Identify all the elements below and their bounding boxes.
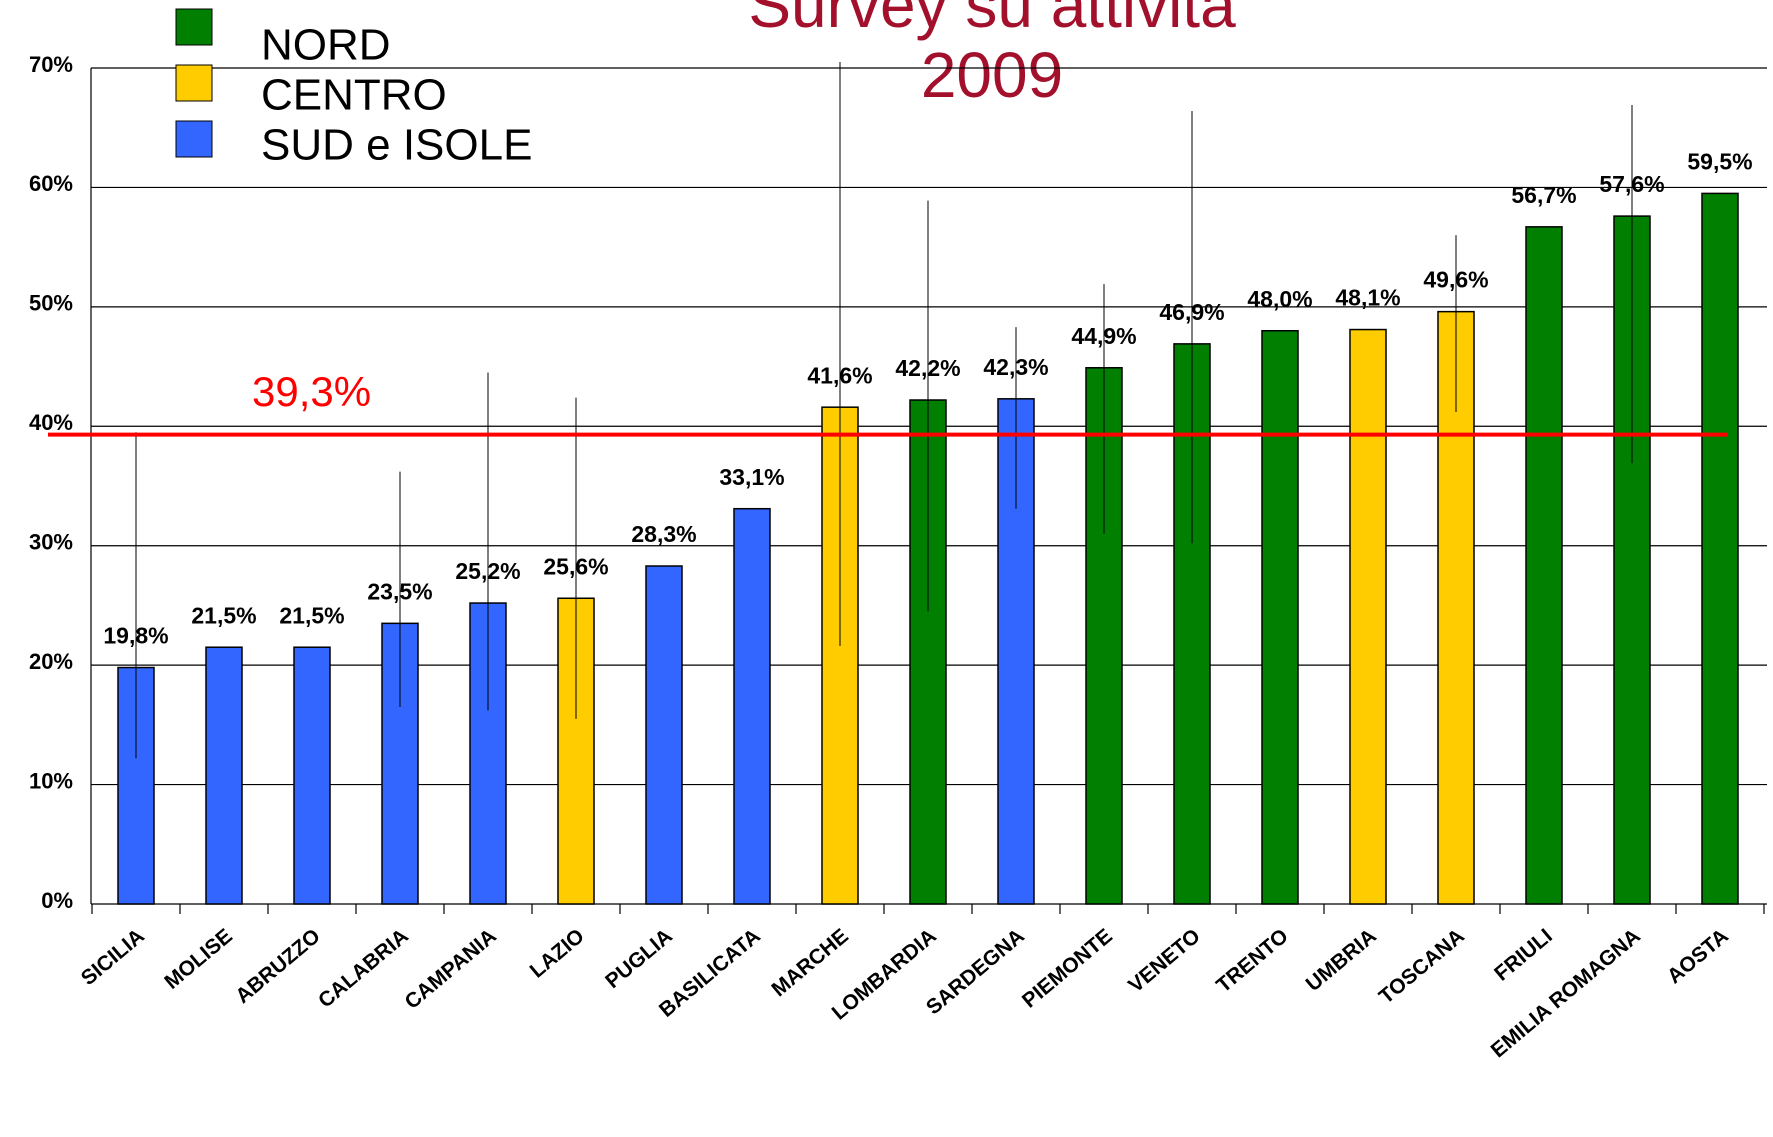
x-tick-label: AOSTA xyxy=(1663,924,1733,988)
chart-title: 2009 xyxy=(921,39,1063,111)
value-label: 23,5% xyxy=(367,578,432,604)
value-label: 46,9% xyxy=(1159,299,1224,325)
y-tick-label: 50% xyxy=(29,291,73,316)
value-label: 57,6% xyxy=(1599,171,1664,197)
x-tick-label: LAZIO xyxy=(526,924,589,982)
x-tick-label: VENETO xyxy=(1124,924,1205,997)
x-tick-label: FRIULI xyxy=(1490,924,1557,985)
value-label: 33,1% xyxy=(719,464,784,490)
y-tick-label: 20% xyxy=(29,649,73,674)
bar xyxy=(733,507,771,905)
x-tick-label: PUGLIA xyxy=(601,924,677,993)
bar xyxy=(205,646,243,905)
y-tick-label: 70% xyxy=(29,52,73,77)
y-tick-label: 60% xyxy=(29,171,73,196)
value-label: 48,1% xyxy=(1335,285,1400,311)
value-label: 25,2% xyxy=(455,558,520,584)
chart-title: Survey su attività xyxy=(748,0,1236,41)
x-tick-label: CAMPANIA xyxy=(400,924,500,1013)
value-label: 49,6% xyxy=(1423,267,1488,293)
y-tick-label: 40% xyxy=(29,410,73,435)
x-tick-label: UMBRIA xyxy=(1302,924,1381,996)
average-label: 39,3% xyxy=(252,368,371,415)
value-label: 56,7% xyxy=(1511,182,1576,208)
value-label: 59,5% xyxy=(1687,148,1752,174)
value-label: 21,5% xyxy=(191,602,256,628)
legend-swatch xyxy=(175,120,213,158)
value-label: 42,3% xyxy=(983,354,1048,380)
x-tick-label: PIEMONTE xyxy=(1018,924,1117,1012)
value-label: 48,0% xyxy=(1247,286,1312,312)
y-tick-label: 0% xyxy=(41,888,73,913)
bar xyxy=(1701,192,1739,905)
x-tick-label: TRENTO xyxy=(1212,924,1293,997)
legend-label: CENTRO xyxy=(261,71,447,120)
value-label: 21,5% xyxy=(279,602,344,628)
value-label: 44,9% xyxy=(1071,323,1136,349)
x-tick-label: SICILIA xyxy=(77,924,149,990)
bar xyxy=(1261,329,1299,905)
x-tick-label: SARDEGNA xyxy=(922,924,1029,1019)
value-label: 19,8% xyxy=(103,623,168,649)
x-tick-label: MOLISE xyxy=(160,924,236,993)
value-label: 28,3% xyxy=(631,521,696,547)
x-tick-label: EMILIA ROMAGNA xyxy=(1487,924,1645,1062)
x-tick-label: CALABRIA xyxy=(314,924,413,1012)
bar xyxy=(293,646,331,905)
legend-label: NORD xyxy=(261,21,391,70)
bar xyxy=(645,565,683,905)
x-tick-label: MARCHE xyxy=(767,924,852,1001)
value-label: 25,6% xyxy=(543,553,608,579)
y-tick-label: 30% xyxy=(29,530,73,555)
value-label: 42,2% xyxy=(895,355,960,381)
value-label: 41,6% xyxy=(807,362,872,388)
bar xyxy=(1349,328,1387,905)
x-tick-label: TOSCANA xyxy=(1375,924,1469,1008)
y-tick-label: 10% xyxy=(29,768,73,793)
legend-label: SUD e ISOLE xyxy=(261,121,532,170)
bar xyxy=(1525,226,1563,905)
x-tick-label: ABRUZZO xyxy=(231,924,324,1008)
legend-swatch xyxy=(175,8,213,46)
legend-swatch xyxy=(175,64,213,102)
